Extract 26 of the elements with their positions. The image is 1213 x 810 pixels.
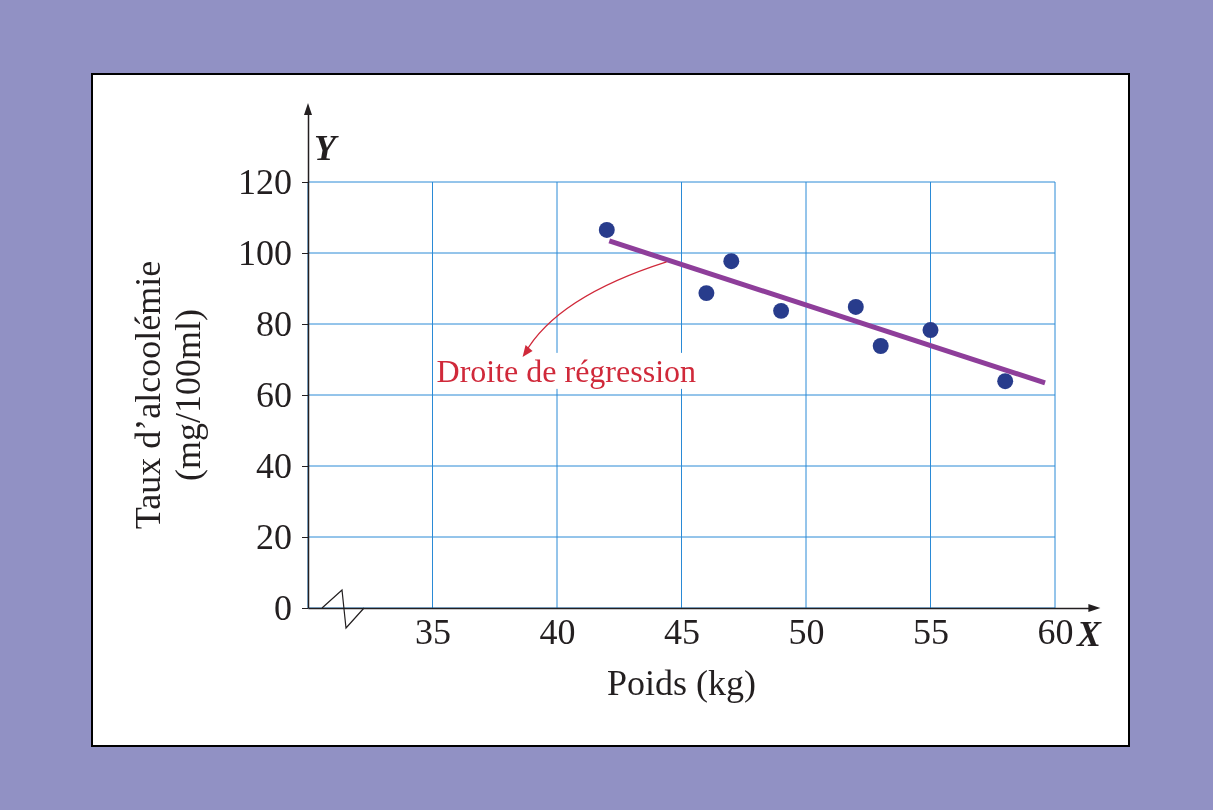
point (598, 221, 615, 238)
x-tick-label: 50 (788, 611, 825, 652)
point (773, 302, 790, 319)
x-tick-label: 45 (664, 611, 700, 652)
y-tick-label: 120 (238, 162, 292, 203)
y-tick-label: 100 (238, 233, 292, 274)
y-tick-label: 20 (256, 517, 292, 558)
y-tick-label: 60 (256, 375, 292, 416)
point (922, 322, 939, 338)
point (847, 299, 864, 315)
point (872, 338, 889, 354)
x-tick-label: 55 (913, 611, 949, 652)
y-tick-label: 80 (256, 304, 292, 345)
point (723, 253, 740, 270)
x-tick-label: 60 (1037, 611, 1074, 652)
point (698, 285, 715, 302)
x-tick-label: 40 (539, 611, 576, 652)
y-tick-label: 0 (274, 588, 292, 629)
x-axis-title: Poids (kg) (606, 663, 757, 703)
point (997, 373, 1014, 390)
annotation: Droite de régression (436, 352, 697, 389)
x-tick-label: 35 (415, 611, 451, 652)
y-tick-label: 40 (256, 446, 292, 487)
text: X (1076, 614, 1102, 654)
y-axis-title: Taux d’alcoolémie (mg/100ml) (128, 260, 208, 530)
annotation: Y (314, 128, 339, 168)
